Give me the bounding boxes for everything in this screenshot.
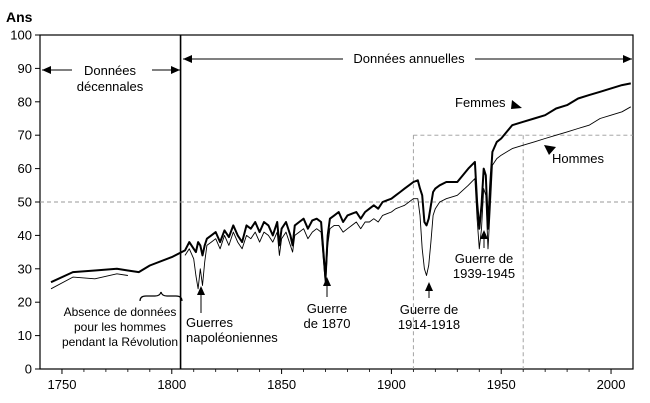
g1914-label-line2: 1914-1918	[398, 317, 460, 332]
decennales-label-bg	[72, 61, 152, 95]
hommes-label-bg	[548, 150, 616, 168]
y-tick-label: 40	[18, 228, 32, 243]
y-tick-label: 0	[25, 362, 32, 377]
annuelles-label: Données annuelles	[353, 51, 465, 66]
arrowhead-left-icon	[42, 66, 51, 74]
y-tick-label: 50	[18, 195, 32, 210]
napoleon-label-line1: Guerres	[186, 315, 233, 330]
y-tick-label: 20	[18, 295, 32, 310]
absence-label-line3: pendant la Révolution	[62, 335, 178, 349]
y-tick-label: 100	[10, 28, 32, 43]
decennales-label-line1: Données	[84, 63, 137, 78]
g1939-label-line2: 1939-1945	[453, 266, 515, 281]
arrowhead-up-icon	[197, 286, 205, 295]
arrowhead-right-icon	[623, 55, 632, 63]
hommes-label: Hommes	[552, 151, 605, 166]
series-line-femmes	[50, 82, 631, 284]
femmes-label: Femmes	[455, 95, 506, 110]
x-tick-label: 1800	[157, 377, 186, 392]
absence-label-line1: Absence de données	[64, 305, 177, 319]
y-tick-label: 80	[18, 94, 32, 109]
x-tick-label: 1750	[48, 377, 77, 392]
arrowhead-up-icon	[480, 230, 488, 239]
g1870-label-line2: de 1870	[304, 316, 351, 331]
arrowhead-icon	[511, 100, 522, 109]
absence-bracket	[139, 291, 183, 302]
decennales-label-line2: décennales	[77, 79, 144, 94]
arrowhead-right-icon	[171, 66, 180, 74]
annuelles-label-bg	[343, 49, 475, 67]
g1939-label-bg	[448, 250, 520, 282]
g1870-label-line1: Guerre	[307, 301, 347, 316]
arrowhead-up-icon	[425, 282, 433, 291]
arrowhead-up-icon	[323, 277, 331, 286]
annotations: Données décennales Données annuelles Abs…	[42, 49, 632, 349]
y-tick-label: 90	[18, 61, 32, 76]
y-axis-title: Ans	[6, 9, 33, 25]
axes: 0 10 20 30 40 50 60 70 80 90 100 1750 1800 1850 1900 19…	[10, 28, 634, 392]
x-tick-label: 1900	[377, 377, 406, 392]
arrowhead-left-icon	[183, 55, 192, 63]
x-tick-label: 2000	[597, 377, 626, 392]
y-tick-label: 30	[18, 261, 32, 276]
series-lines	[50, 82, 632, 290]
x-tick-label: 1950	[487, 377, 516, 392]
arrowhead-icon	[544, 145, 556, 155]
y-tick-label: 10	[18, 328, 32, 343]
napoleon-label-line2: napoléoniennes	[186, 330, 278, 345]
g1939-label-line1: Guerre de	[455, 251, 514, 266]
series-line-hommes	[50, 106, 632, 290]
g1914-label-line1: Guerre de	[400, 302, 459, 317]
absence-label-line2: pour les hommes	[74, 320, 166, 334]
x-tick-label: 1850	[267, 377, 296, 392]
reference-lines	[40, 35, 633, 369]
y-tick-label: 60	[18, 161, 32, 176]
y-tick-label: 70	[18, 128, 32, 143]
